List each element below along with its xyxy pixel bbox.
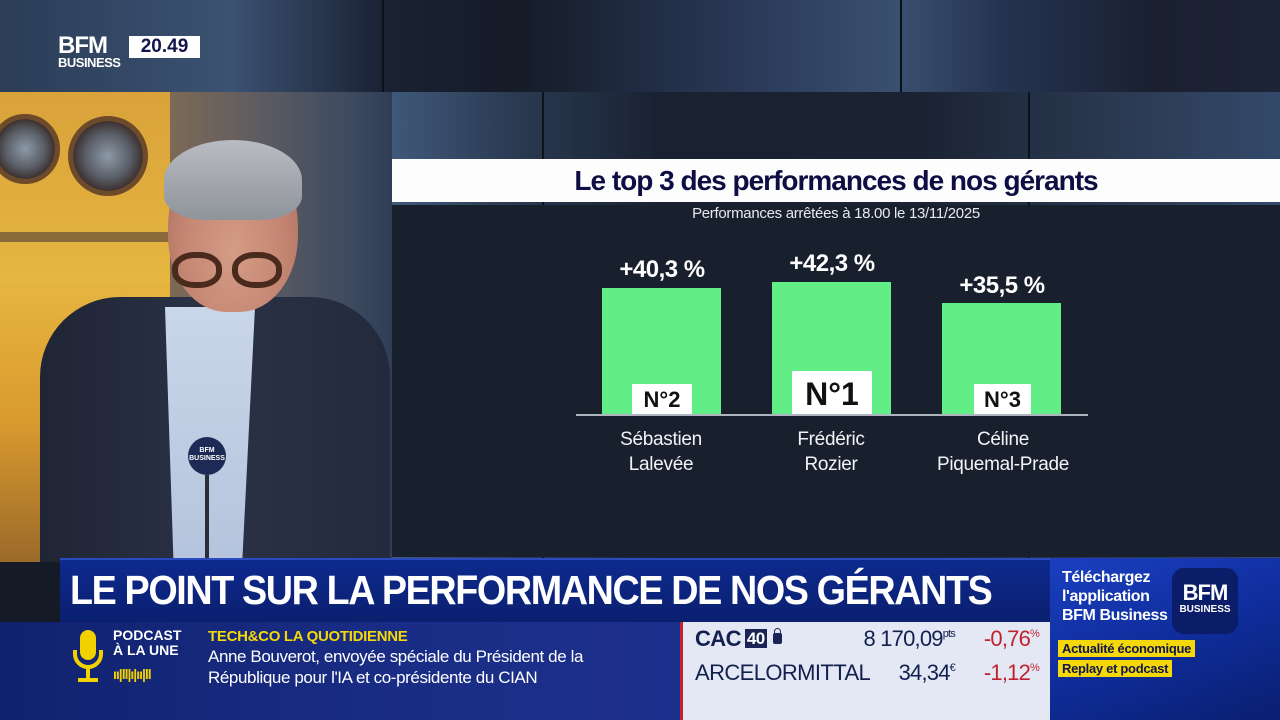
headline-banner: LE POINT SUR LA PERFORMANCE DE NOS GÉRAN… bbox=[60, 558, 1050, 622]
microphone-icon bbox=[73, 630, 103, 682]
presenter-video: BFM BUSINESS bbox=[0, 92, 392, 562]
promo-tag: Actualité économique bbox=[1058, 640, 1196, 657]
wall-seam bbox=[900, 0, 902, 92]
ticker-name: ARCELORMITTAL bbox=[695, 660, 871, 685]
logo-business: BUSINESS bbox=[58, 55, 121, 70]
wall-seam bbox=[382, 0, 384, 92]
rank-badge: N°1 bbox=[792, 371, 872, 414]
audio-wave-icon: ıı|ll|ı|ıı|ll bbox=[113, 666, 152, 682]
bar-value: +40,3 % bbox=[619, 256, 705, 283]
app-promo: Téléchargez l'application BFM Business B… bbox=[1050, 558, 1280, 720]
podcast-title: TECH&CO LA QUOTIDIENNE bbox=[208, 628, 408, 645]
manager-name: Frédéric Rozier bbox=[797, 429, 865, 475]
promo-tag: Replay et podcast bbox=[1058, 660, 1173, 677]
logo-bfm: BFM bbox=[58, 32, 108, 59]
ticker-value: 34,34€ bbox=[898, 660, 956, 685]
ticker-value: 8 170,09pts bbox=[863, 626, 955, 651]
podcast-description: Anne Bouverot, envoyée spéciale du Prési… bbox=[208, 647, 584, 687]
ticker-name: CAC 40 bbox=[695, 626, 782, 652]
cac40-badge: 40 bbox=[744, 629, 767, 648]
promo-text: Téléchargez l'application BFM Business bbox=[1062, 569, 1168, 624]
ticker-row-arcelormittal: ARCELORMITTAL 34,34€ -1,12% bbox=[695, 660, 1045, 690]
ticker-row-cac40: CAC 40 8 170,09pts -0,76% bbox=[695, 626, 1045, 656]
ticker-change: -1,12% bbox=[983, 660, 1040, 685]
presenter-glasses bbox=[172, 252, 284, 288]
rank-badge: N°3 bbox=[974, 384, 1031, 414]
bar-value: +42,3 % bbox=[789, 250, 875, 277]
lock-icon bbox=[772, 628, 782, 644]
headline-text: LE POINT SUR LA PERFORMANCE DE NOS GÉRAN… bbox=[70, 567, 993, 613]
chart-subtitle: Performances arrêtées à 18.00 le 13/11/2… bbox=[692, 205, 980, 222]
bar-value: +35,5 % bbox=[959, 272, 1045, 299]
vault-dial bbox=[68, 116, 148, 196]
vault-dial bbox=[0, 114, 60, 184]
channel-logo: BFM BUSINESS bbox=[58, 32, 121, 70]
presenter-hair bbox=[164, 140, 302, 220]
microphone: BFM BUSINESS bbox=[188, 437, 226, 475]
chart-title: Le top 3 des performances de nos gérants bbox=[392, 159, 1280, 202]
manager-name: Céline Piquemal-Prade bbox=[936, 429, 1070, 475]
microphone-stand bbox=[205, 475, 209, 562]
chart-baseline bbox=[576, 414, 1088, 416]
rank-badge: N°2 bbox=[632, 384, 692, 414]
ticker-change: -0,76% bbox=[983, 626, 1040, 651]
clock: 20.49 bbox=[129, 36, 200, 58]
vault-bar bbox=[0, 232, 170, 242]
presenter-shirt bbox=[165, 307, 255, 562]
manager-name: Sébastien Lalevée bbox=[620, 429, 702, 475]
app-icon: BFM BUSINESS bbox=[1172, 568, 1238, 634]
podcast-label: PODCAST À LA UNE bbox=[113, 627, 182, 658]
podcast-bar bbox=[0, 622, 680, 720]
studio-wall-top bbox=[0, 0, 1280, 92]
market-ticker: CAC 40 8 170,09pts -0,76% ARCELORMITTAL 3… bbox=[680, 622, 1050, 720]
